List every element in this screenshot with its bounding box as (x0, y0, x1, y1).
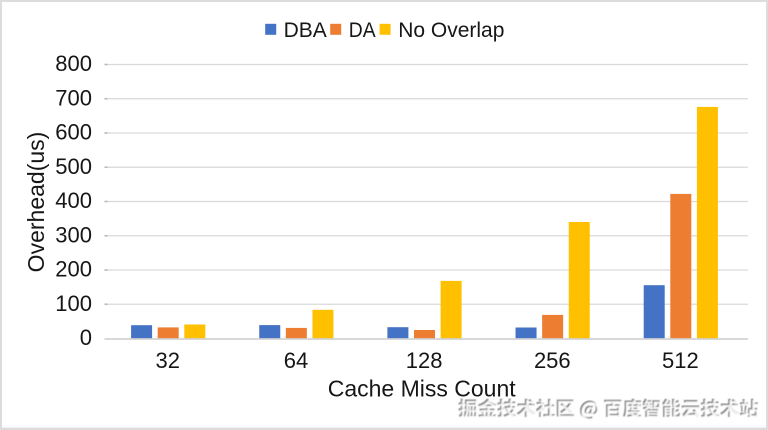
svg-text:600: 600 (55, 120, 92, 145)
svg-text:DBA: DBA (284, 19, 327, 42)
svg-text:256: 256 (534, 348, 571, 373)
svg-text:800: 800 (55, 51, 92, 76)
svg-text:Cache Miss Count: Cache Miss Count (328, 376, 517, 402)
svg-text:Overhead(us): Overhead(us) (23, 132, 49, 273)
svg-text:0: 0 (80, 325, 92, 350)
svg-text:64: 64 (284, 348, 308, 373)
svg-text:400: 400 (55, 188, 92, 213)
svg-text:200: 200 (55, 257, 92, 282)
svg-text:500: 500 (55, 154, 92, 179)
svg-text:No Overlap: No Overlap (398, 19, 504, 42)
svg-text:32: 32 (156, 348, 180, 373)
svg-text:100: 100 (55, 291, 92, 316)
svg-text:DA: DA (349, 19, 376, 42)
svg-text:128: 128 (406, 348, 443, 373)
svg-text:300: 300 (55, 222, 92, 247)
svg-text:512: 512 (662, 348, 699, 373)
svg-text:700: 700 (55, 85, 92, 110)
